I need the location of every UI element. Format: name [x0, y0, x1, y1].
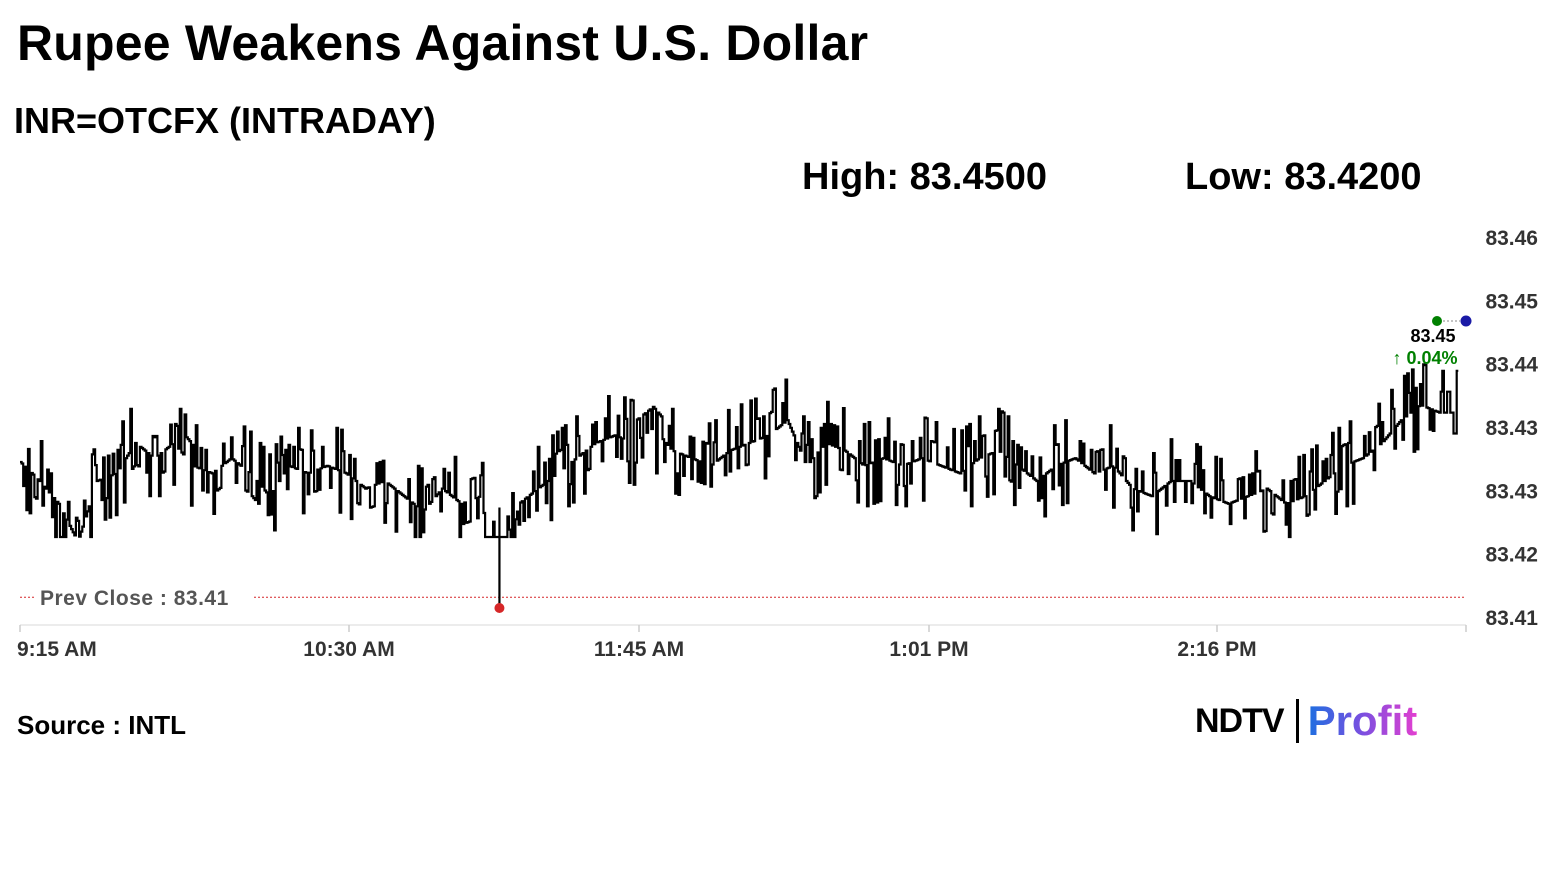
ndtv-profit-logo: NDTV Profit — [1195, 697, 1417, 745]
high-point-marker — [1432, 316, 1442, 326]
markers-group: 83.45↑ 0.04% — [494, 315, 1472, 613]
high-value: High: 83.4500 — [802, 156, 1047, 198]
x-tick-label: 10:30 AM — [303, 638, 394, 661]
prev-close-group: Prev Close : 83.41 — [20, 587, 1466, 610]
last-value-label: 83.45 — [1410, 326, 1455, 346]
logo-profit-text: Profit — [1307, 697, 1418, 744]
y-tick-label: 83.43 — [1485, 417, 1538, 440]
y-tick-label: 83.42 — [1485, 544, 1538, 567]
x-tick-label: 1:01 PM — [889, 638, 968, 661]
y-tick-label: 83.45 — [1485, 290, 1538, 313]
series-group — [20, 363, 1459, 606]
last-point-marker — [1460, 315, 1472, 327]
intraday-line-chart: 83.46 83.45 83.44 83.43 83.43 83.42 83.41 9:15… — [17, 227, 1538, 661]
low-value: Low: 83.4200 — [1185, 156, 1422, 198]
y-tick-label: 83.44 — [1485, 354, 1538, 377]
chart-title: Rupee Weakens Against U.S. Dollar — [17, 15, 869, 71]
logo-divider — [1295, 699, 1299, 743]
x-tick-label: 2:16 PM — [1177, 638, 1256, 661]
change-label: ↑ 0.04% — [1392, 348, 1457, 368]
prev-close-label: Prev Close : 83.41 — [40, 587, 229, 610]
source-label: Source : INTL — [17, 710, 187, 740]
chart-subtitle: INR=OTCFX (INTRADAY) — [14, 100, 436, 141]
x-axis: 9:15 AM 10:30 AM 11:45 AM 1:01 PM 2:16 PM — [17, 624, 1467, 661]
x-tick-label: 9:15 AM — [17, 638, 97, 661]
logo-ndtv-text: NDTV — [1195, 701, 1285, 740]
y-axis: 83.46 83.45 83.44 83.43 83.43 83.42 83.41 — [1485, 227, 1538, 630]
price-line — [20, 363, 1459, 539]
y-tick-label: 83.43 — [1485, 480, 1538, 503]
x-tick-label: 11:45 AM — [594, 638, 684, 661]
y-tick-label: 83.46 — [1485, 227, 1538, 250]
y-tick-label: 83.41 — [1485, 607, 1538, 630]
low-point-marker — [494, 603, 505, 613]
